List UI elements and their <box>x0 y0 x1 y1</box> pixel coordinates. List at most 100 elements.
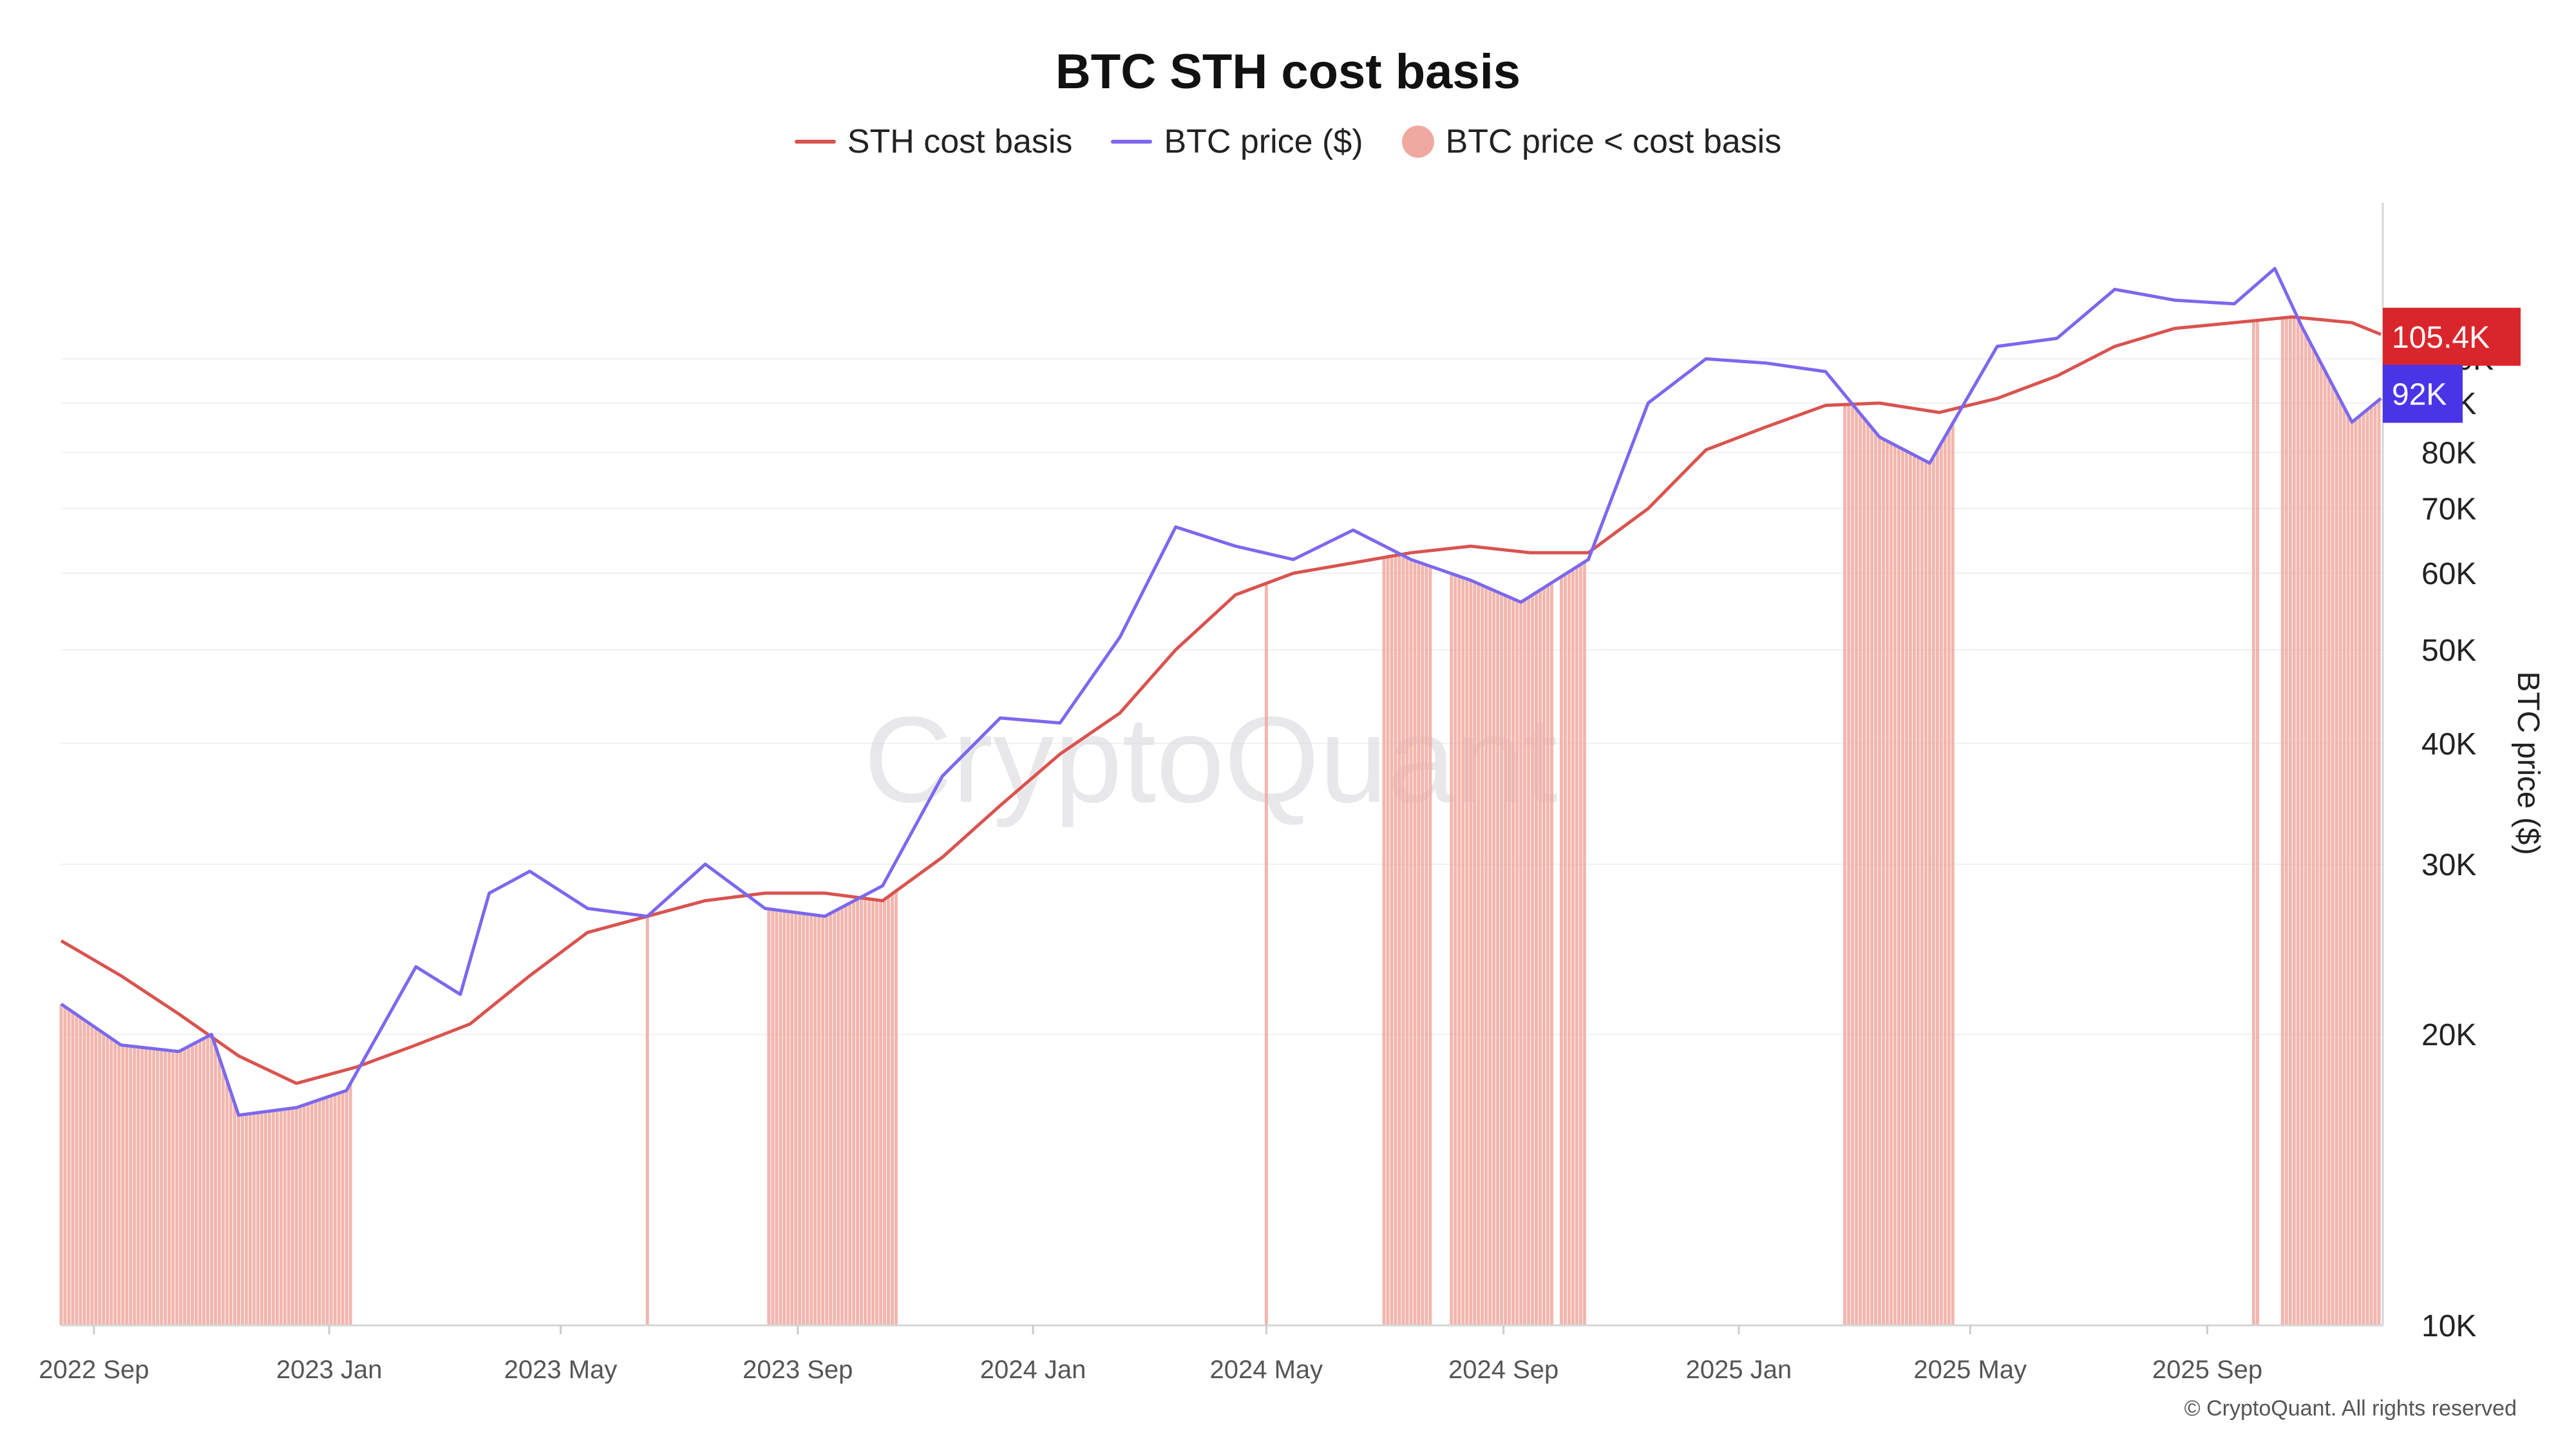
chart-title: BTC STH cost basis <box>1055 44 1521 99</box>
below-cost-bar-5-25 <box>1546 585 1550 1326</box>
legend-item-below-cost[interactable]: BTC price < cost basis <box>1401 122 1782 161</box>
below-cost-bar-0-72 <box>337 1093 341 1325</box>
below-cost-bar-0-30 <box>175 1051 179 1325</box>
below-cost-bar-7-3 <box>1855 409 1859 1326</box>
below-cost-bar-7-25 <box>1939 443 1943 1325</box>
below-cost-bar-2-4 <box>782 911 786 1325</box>
y-axis-ticks: 10K20K30K40K50K60K70K80K90K100K <box>2421 343 2494 1343</box>
below-cost-bar-5-18 <box>1519 602 1523 1326</box>
below-cost-bar-0-58 <box>283 1109 287 1325</box>
below-cost-bar-5-23 <box>1539 590 1542 1325</box>
below-cost-bar-0-52 <box>260 1112 263 1325</box>
x-tick-label-2023-Sep: 2023 Sep <box>743 1356 853 1384</box>
below-cost-bar-0-26 <box>160 1049 164 1325</box>
below-cost-bar-5-15 <box>1508 597 1511 1325</box>
grid-lines <box>61 358 2383 1036</box>
below-cost-bar-2-30 <box>883 899 887 1325</box>
watermark-text: CryptoQuant <box>864 692 1557 828</box>
below-cost-bar-5-24 <box>1542 587 1546 1325</box>
copyright-text: © CryptoQuant. All rights reserved <box>2184 1396 2517 1421</box>
y-tick-label-30K: 30K <box>2421 848 2476 882</box>
below-cost-bar-0-54 <box>267 1111 271 1325</box>
below-cost-bar-0-48 <box>244 1114 248 1325</box>
below-cost-bar-9-21 <box>2362 412 2365 1325</box>
below-cost-bar-9-8 <box>2311 348 2315 1325</box>
below-cost-bar-0-4 <box>75 1014 79 1325</box>
below-cost-bar-2-1 <box>771 909 775 1325</box>
below-cost-bar-5-14 <box>1504 595 1508 1325</box>
below-cost-bar-9-1 <box>2284 317 2288 1326</box>
below-cost-bar-0-41 <box>218 1057 222 1325</box>
below-cost-bar-5-0 <box>1450 573 1454 1325</box>
below-cost-bar-0-44 <box>229 1092 232 1325</box>
below-cost-bar-4-6 <box>1405 557 1409 1326</box>
below-cost-bar-9-9 <box>2315 355 2319 1325</box>
below-cost-bar-2-15 <box>825 915 829 1325</box>
below-cost-bar-5-11 <box>1492 590 1496 1325</box>
below-cost-bar-0-34 <box>191 1044 194 1325</box>
below-cost-bar-5-5 <box>1469 580 1473 1325</box>
below-cost-bar-9-16 <box>2342 407 2346 1325</box>
below-cost-bar-2-24 <box>860 898 864 1325</box>
below-cost-bar-0-60 <box>290 1108 294 1325</box>
below-cost-bar-9-0 <box>2280 317 2284 1326</box>
below-cost-bar-0-6 <box>82 1019 86 1325</box>
below-cost-bar-0-39 <box>210 1037 214 1325</box>
below-cost-bar-4-4 <box>1397 554 1401 1325</box>
below-cost-bar-0-33 <box>187 1046 191 1325</box>
below-cost-bar-4-10 <box>1421 564 1425 1326</box>
below-cost-bar-0-1 <box>63 1007 67 1325</box>
below-cost-bar-0-35 <box>194 1042 198 1325</box>
below-cost-bar-6-0 <box>1559 576 1563 1326</box>
below-cost-bar-2-13 <box>817 915 821 1325</box>
below-cost-bar-0-25 <box>156 1049 160 1325</box>
x-axis-ticks: 2022 Sep 2023 Jan 2023 May 2023 Sep 2024 Jan… <box>39 1325 2262 1384</box>
below-cost-bar-7-26 <box>1943 436 1947 1325</box>
below-cost-bar-7-17 <box>1908 453 1912 1326</box>
below-cost-bar-2-32 <box>890 893 894 1325</box>
legend-label-below-cost: BTC price < cost basis <box>1445 123 1782 160</box>
below-cost-bar-0-75 <box>348 1083 352 1325</box>
below-cost-bar-0-51 <box>256 1112 260 1325</box>
x-tick-label-2023-Jan: 2023 Jan <box>276 1356 383 1384</box>
below-cost-bar-2-18 <box>837 909 840 1325</box>
below-cost-bar-2-21 <box>848 903 852 1325</box>
below-cost-bar-7-9 <box>1878 437 1882 1326</box>
below-cost-bar-9-20 <box>2358 415 2362 1325</box>
below-cost-bar-5-1 <box>1454 574 1457 1326</box>
below-cost-bar-0-53 <box>263 1112 267 1325</box>
below-cost-bar-9-10 <box>2319 363 2323 1325</box>
below-cost-bar-9-23 <box>2369 406 2373 1325</box>
below-cost-bar-0-42 <box>222 1068 225 1325</box>
below-cost-bar-5-26 <box>1550 582 1554 1325</box>
below-cost-bar-9-4 <box>2296 318 2300 1325</box>
below-cost-bar-7-2 <box>1851 404 1855 1326</box>
below-cost-bar-0-70 <box>329 1095 333 1325</box>
below-cost-bar-7-4 <box>1859 413 1862 1326</box>
below-cost-bar-0-5 <box>79 1017 82 1325</box>
below-cost-bar-6-3 <box>1571 569 1575 1325</box>
below-cost-bar-0-69 <box>325 1097 329 1325</box>
below-cost-bar-5-7 <box>1477 583 1481 1326</box>
below-cost-bar-0-74 <box>345 1090 348 1325</box>
below-cost-bar-7-27 <box>1947 430 1951 1325</box>
below-cost-bar-9-5 <box>2300 327 2304 1326</box>
below-cost-bar-9-14 <box>2334 392 2338 1325</box>
below-cost-bar-5-16 <box>1511 598 1515 1325</box>
below-cost-bar-0-64 <box>306 1103 310 1325</box>
below-cost-bar-0-36 <box>198 1040 202 1325</box>
below-cost-bar-3-0 <box>1264 583 1268 1325</box>
legend-item-btc-price[interactable]: BTC price ($) <box>1111 122 1363 161</box>
below-cost-bar-7-7 <box>1870 428 1874 1326</box>
below-cost-bar-0-13 <box>109 1038 113 1325</box>
below-cost-bar-7-13 <box>1893 445 1897 1326</box>
below-cost-bar-4-0 <box>1382 557 1386 1325</box>
below-cost-bar-0-49 <box>248 1113 252 1325</box>
below-cost-bar-7-28 <box>1951 422 1955 1325</box>
below-cost-bar-5-17 <box>1515 600 1519 1325</box>
below-cost-bar-0-45 <box>232 1103 236 1325</box>
legend-item-sth-cost-basis[interactable]: STH cost basis <box>794 122 1072 161</box>
x-tick-label-2025-May: 2025 May <box>1913 1356 2027 1384</box>
below-cost-bar-5-10 <box>1488 589 1492 1325</box>
